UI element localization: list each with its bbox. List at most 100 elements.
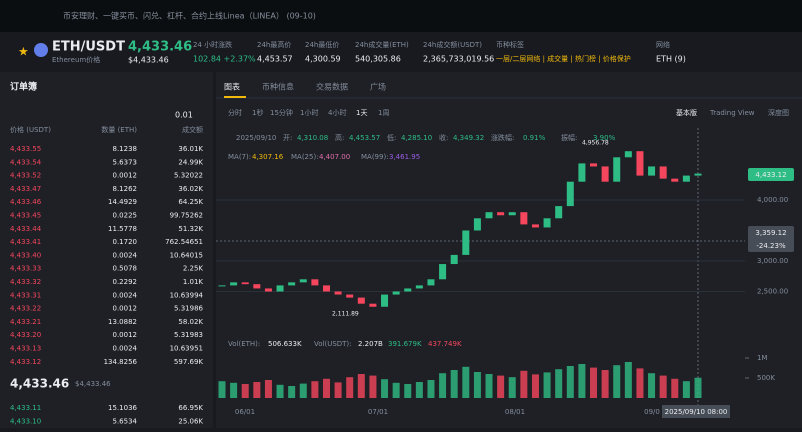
volume-bar [264,380,272,398]
star-icon[interactable]: ★ [18,45,29,59]
cursor-box [748,226,794,252]
volume-bar [531,374,539,398]
stat-value: 4,453.57 [257,55,293,64]
price-usd: $4,433.46 [128,56,169,65]
volume-bar [439,373,447,398]
ohlc-label: 振幅: [561,133,577,142]
candle [381,294,389,307]
asks-cell: 58.02K [178,318,203,326]
current-price: 4,433.12 [755,171,786,179]
y-tick-label: 3,000.00 [757,257,788,265]
asks-cell: 4,433.20 [10,331,41,339]
ma-value: 3,461.95 [389,153,420,161]
column-header: 数量 (ETH) [101,125,137,134]
ohlc-value: 3.90% [593,134,616,142]
vol-value: 391.679K [388,340,422,348]
x-tick-label: 07/01 [368,408,388,416]
low-label: 2,111.89 [332,311,359,318]
ohlc-date: 2025/09/10 [236,134,276,142]
asks-cell: 5.32022 [174,172,203,180]
candle [450,254,458,265]
candle [462,230,470,255]
candle [369,303,377,307]
asks-cell: 762.54651 [165,238,203,246]
precision[interactable]: 0.01 [175,111,193,120]
asks-cell: 4,433.40 [10,251,41,259]
candle [357,297,365,304]
candle [590,163,598,167]
volume-bar [241,384,249,398]
banner-bar [0,0,802,32]
asks-cell: 0.0012 [113,305,138,313]
interval: 1秒 [252,108,263,117]
tab: 币种信息 [262,82,294,92]
volume-bar [497,375,505,398]
asks-cell: 24.99K [178,158,203,166]
asks-cell: 0.0225 [113,212,138,220]
tab: 广场 [370,82,386,92]
asks-cell: 4,433.44 [10,225,42,233]
volume-bar [671,378,679,398]
candle [253,284,261,289]
vol-value: 437.749K [428,340,462,348]
tab-underline [224,96,246,98]
bids-cell: 66.95K [178,404,203,412]
asks-cell: 4,433.45 [10,212,41,220]
cursor-price: 3,359.12 [755,229,786,237]
volume-bar [218,381,226,398]
volume-bar [404,384,412,398]
asks-cell: 4,433.47 [10,185,41,193]
volume-bar [334,382,342,398]
volume-bar [276,384,284,398]
bids-cell: 4,433.11 [10,404,41,412]
candle [601,166,609,182]
view: Trading View [709,109,755,117]
interval: 15分钟 [270,108,293,117]
candle [682,175,690,182]
tab: 图表 [224,82,240,92]
candle [427,279,435,286]
volume-bar [462,366,470,398]
asks-cell: 134.8256 [104,358,138,366]
stat-label: 24h最低价 [305,40,339,49]
volume-bar [288,386,296,398]
last-price: 4,433.46 [10,377,69,391]
volume-bar [253,382,261,398]
asks-cell: 4,433.22 [10,305,41,313]
interval: 1天 [356,109,367,117]
candle [264,288,272,292]
candle [230,282,238,286]
asks-cell: 4,433.13 [10,345,41,353]
asks-cell: 0.0024 [113,291,138,299]
y-tick-label: 2,500.00 [757,288,788,296]
volume-bar [543,372,551,398]
asks-cell: 36.02K [178,185,203,193]
ohlc-label: 收: [439,133,448,142]
asks-cell: 10.63951 [170,345,203,353]
asks-cell: 36.01K [178,145,203,153]
asks-cell: 4,433.12 [10,358,41,366]
asks-cell: 5.31986 [174,305,203,313]
volume-bar [578,364,586,398]
ma-value: 4,307.16 [252,153,284,161]
volume-bar [415,382,423,398]
volume-bar [520,370,528,398]
asks-cell: 4,433.41 [10,238,41,246]
stat-value: 540,305.86 [355,55,401,64]
candle [613,157,621,182]
banner: 币安理财、一键买币、闪兑、杠杆、合约上线Linea（LINEA） (09-10) [63,11,316,21]
column-header: 价格 (USDT) [10,125,51,134]
x-tick-label: 09/0 [644,408,660,416]
volume-bar [346,377,354,398]
candle [508,212,516,216]
volume-bar [508,377,516,398]
volume-bar [357,374,365,398]
asks-cell: 0.0012 [113,172,138,180]
volume-bar [636,368,644,398]
candle [334,291,342,295]
volume-bar [381,379,389,398]
bids-cell: 4,433.10 [10,417,41,425]
volume-bar [613,365,621,398]
candle [659,166,667,179]
